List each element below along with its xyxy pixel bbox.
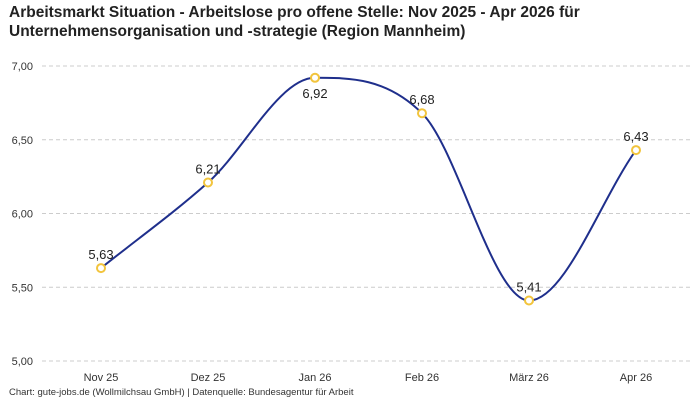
x-tick-label: Dez 25 [191, 372, 226, 384]
data-points [96, 72, 641, 306]
data-labels: 5,63 6,21 6,92 6,68 5,41 6,43 [88, 86, 648, 295]
x-tick-label: Feb 26 [405, 372, 439, 384]
data-point [310, 72, 320, 83]
data-point [96, 263, 106, 274]
y-axis-ticks: 5,00 5,50 6,00 6,50 7,00 [12, 61, 33, 368]
chart-title: Arbeitsmarkt Situation - Arbeitslose pro… [9, 3, 693, 41]
data-label: 6,21 [195, 162, 220, 177]
x-axis-ticks: Nov 25 Dez 25 Jan 26 Feb 26 März 26 Apr 26 [84, 372, 653, 384]
data-point [631, 145, 641, 156]
y-tick-label: 7,00 [12, 61, 33, 73]
data-label: 6,92 [302, 86, 327, 101]
y-tick-label: 5,00 [12, 356, 33, 368]
source-footer: Chart: gute-jobs.de (Wollmilchsau GmbH) … [9, 387, 354, 398]
data-point [524, 295, 534, 306]
chart-title-line-2: Unternehmensorganisation und -strategie … [9, 23, 466, 40]
y-tick-label: 6,50 [12, 135, 33, 147]
y-tick-label: 5,50 [12, 282, 33, 294]
series-line-group [100, 76, 637, 302]
data-label: 5,41 [516, 280, 541, 295]
x-tick-label: Nov 25 [84, 372, 119, 384]
y-tick-label: 6,00 [12, 209, 33, 221]
data-label: 5,63 [88, 247, 113, 262]
x-tick-label: März 26 [509, 372, 549, 384]
data-point [417, 108, 427, 119]
data-point [203, 177, 213, 188]
data-label: 6,68 [409, 92, 434, 107]
data-label: 6,43 [623, 129, 648, 144]
x-tick-label: Apr 26 [620, 372, 652, 384]
chart-title-line-1: Arbeitsmarkt Situation - Arbeitslose pro… [9, 4, 580, 21]
x-tick-label: Jan 26 [298, 372, 331, 384]
series-line [100, 76, 637, 302]
gridlines [42, 65, 692, 362]
